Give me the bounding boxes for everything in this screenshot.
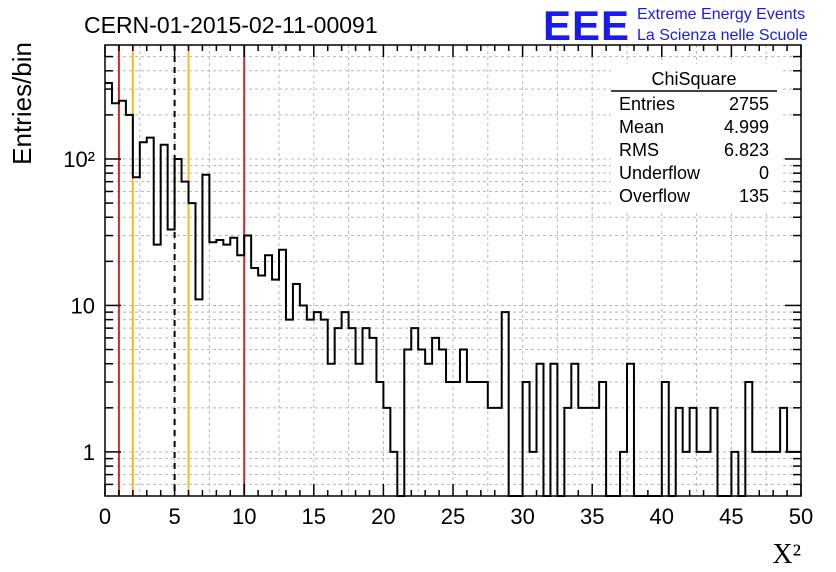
x-tick-label: 20	[371, 504, 395, 529]
x-tick-label: 25	[441, 504, 465, 529]
y-tick-label: 10²	[63, 147, 95, 172]
x-tick-label: 35	[580, 504, 604, 529]
y-tick-label: 1	[83, 440, 95, 465]
x-tick-label: 15	[302, 504, 326, 529]
stats-row-label: RMS	[619, 140, 659, 160]
x-axis-label: X²	[772, 539, 801, 570]
vertical-markers	[117, 45, 246, 496]
grid-lines	[105, 45, 801, 496]
stats-row-value: 135	[739, 186, 769, 206]
eee-logo-mark: EEE	[543, 2, 630, 49]
y-axis-label: Entries/bin	[7, 42, 37, 165]
stats-box-title: ChiSquare	[651, 69, 736, 89]
y-axis-ticks: 1 10 10²	[63, 55, 801, 486]
stats-box: ChiSquare Entries 2755 Mean 4.999 RMS 6.823 Un…	[611, 64, 781, 212]
eee-logo-line1: Extreme Energy Events	[637, 6, 805, 23]
stats-row-label: Overflow	[619, 186, 691, 206]
stats-row-value: 0	[759, 163, 769, 183]
x-tick-label: 50	[789, 504, 813, 529]
x-axis-ticks: 0 5 10 15 20 25 30 35 40 45 50	[99, 45, 813, 529]
y-tick-label: 10	[71, 293, 95, 318]
stats-box-background	[611, 64, 781, 212]
stats-row-value: 2755	[729, 94, 769, 114]
eee-logo-line2: La Scienza nelle Scuole	[637, 27, 808, 44]
x-tick-label: 40	[650, 504, 674, 529]
x-tick-label: 45	[719, 504, 743, 529]
x-tick-label: 5	[168, 504, 180, 529]
stats-row-value: 6.823	[724, 140, 769, 160]
stats-row-label: Entries	[619, 94, 675, 114]
x-tick-label: 10	[232, 504, 256, 529]
stats-row-label: Underflow	[619, 163, 701, 183]
stats-row-value: 4.999	[724, 117, 769, 137]
eee-logo: EEE Extreme Energy Events La Scienza nel…	[543, 2, 808, 49]
stats-row-label: Mean	[619, 117, 664, 137]
stats-rows: Entries 2755 Mean 4.999 RMS 6.823 Underflow 0 Ov…	[619, 94, 769, 206]
x-tick-label: 30	[510, 504, 534, 529]
chart-title: CERN-01-2015-02-11-00091	[84, 12, 378, 38]
x-tick-label: 0	[99, 504, 111, 529]
